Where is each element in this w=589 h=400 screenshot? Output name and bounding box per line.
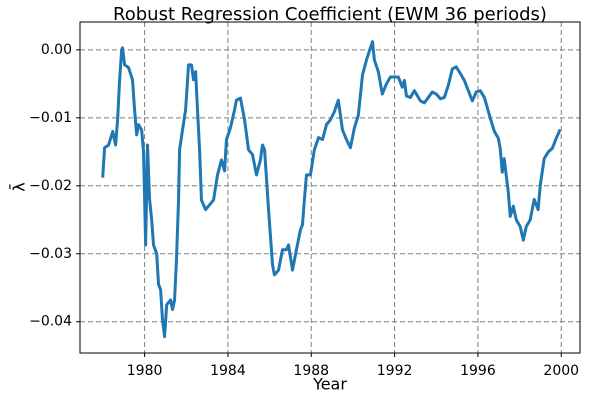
y-tick-label: −0.03 xyxy=(29,246,72,262)
y-axis-label: λ̄ xyxy=(10,182,29,191)
y-tick-label: −0.04 xyxy=(29,314,72,330)
x-axis-label: Year xyxy=(312,375,347,394)
x-tick-label: 2000 xyxy=(543,363,579,379)
y-tick-label: −0.02 xyxy=(29,178,72,194)
x-tick-label: 1980 xyxy=(127,363,163,379)
x-tick-label: 1996 xyxy=(460,363,496,379)
chart-title: Robust Regression Coefficient (EWM 36 pe… xyxy=(113,4,547,25)
x-tick-label: 1984 xyxy=(210,363,246,379)
x-tick-label: 1988 xyxy=(293,363,329,379)
plot-frame xyxy=(79,21,581,354)
y-tick-label: 0.00 xyxy=(41,42,72,58)
data-line xyxy=(101,40,562,339)
x-tick-label: 1992 xyxy=(377,363,413,379)
y-tick-label: −0.01 xyxy=(29,110,72,126)
